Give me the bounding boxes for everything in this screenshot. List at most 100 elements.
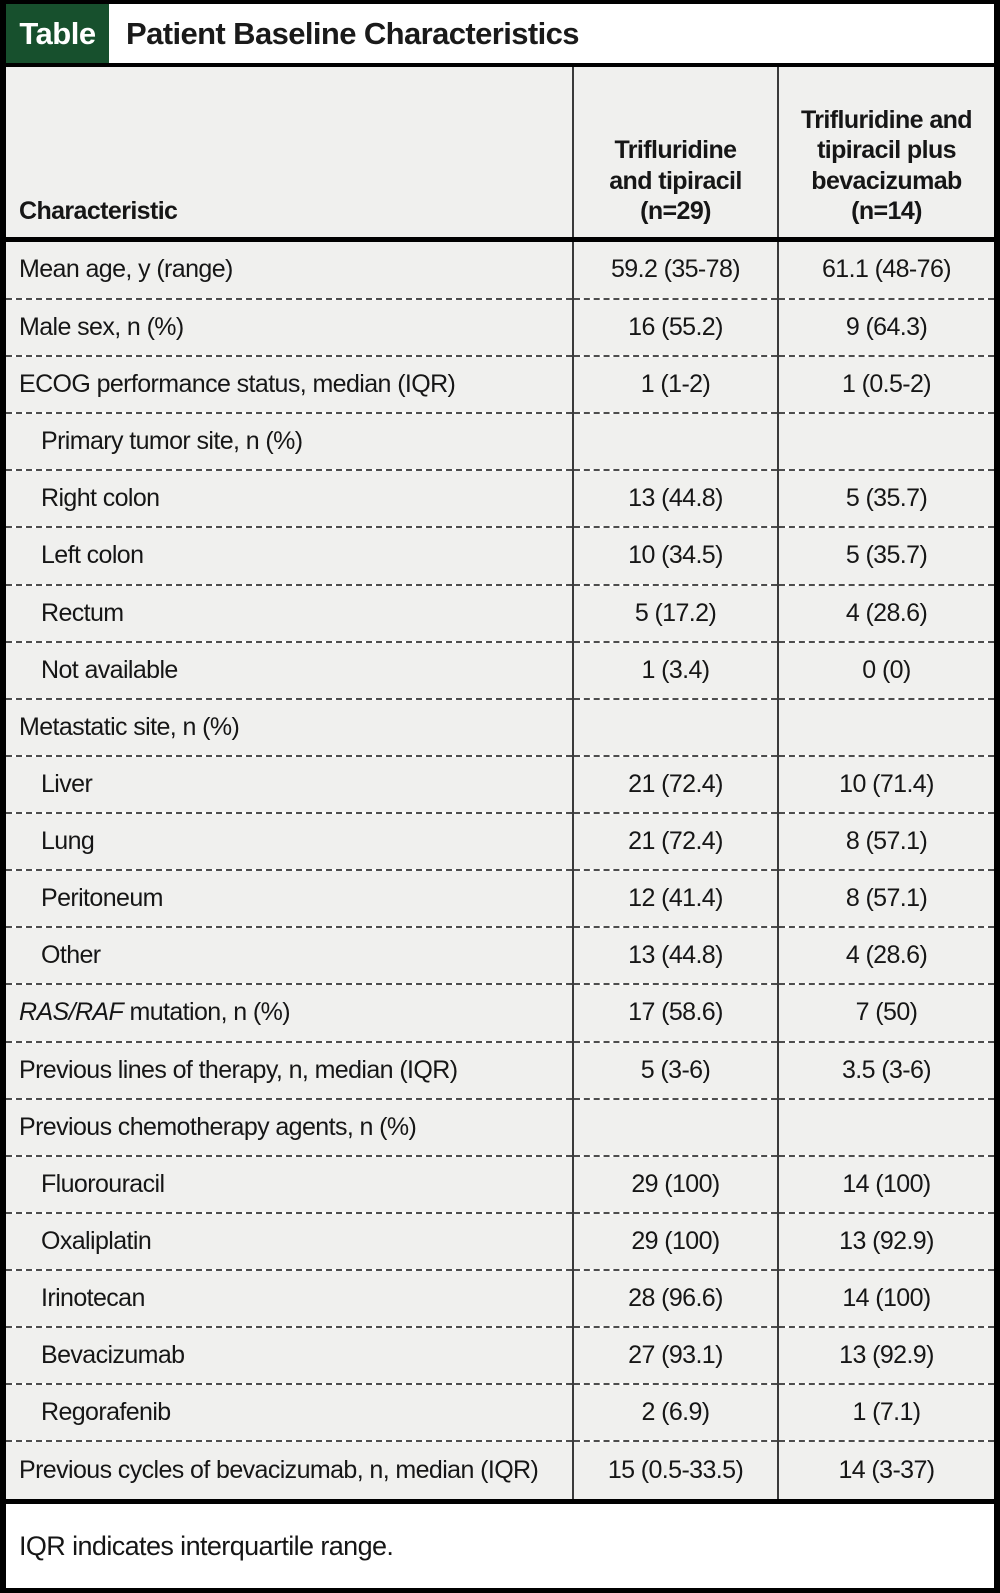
characteristic-cell: Not available (6, 640, 573, 699)
characteristic-cell: Male sex, n (%) (6, 297, 573, 357)
value-cell-arm1: 13 (44.8) (572, 469, 778, 528)
table-body: Mean age, y (range) 59.2 (35-78) 61.1 (48-… (6, 239, 994, 1505)
value-cell-arm1: 13 (44.8) (572, 926, 778, 985)
value-cell-arm1 (572, 697, 778, 756)
table-row: Left colon 10 (34.5) 5 (35.7) (6, 526, 994, 585)
value-cell-arm2: 9 (64.3) (777, 297, 994, 357)
table-row: Male sex, n (%) 16 (55.2) 9 (64.3) (6, 297, 994, 357)
characteristic-cell: Left colon (6, 526, 573, 585)
value-cell-arm2: 1 (7.1) (777, 1383, 994, 1442)
table-row: Mean age, y (range) 59.2 (35-78) 61.1 (48-… (6, 239, 994, 299)
characteristic-cell: Regorafenib (6, 1383, 573, 1442)
table-row: Metastatic site, n (%) (6, 697, 994, 756)
value-cell-arm1: 16 (55.2) (572, 297, 778, 357)
characteristic-cell: Lung (6, 812, 573, 871)
value-cell-arm2 (777, 697, 994, 756)
header-row: Characteristic Trifluridine and tipiraci… (6, 67, 994, 242)
characteristic-cell: Previous lines of therapy, n, median (IQ… (6, 1040, 573, 1099)
value-cell-arm1: 5 (17.2) (572, 583, 778, 642)
table-row: Previous chemotherapy agents, n (%) (6, 1097, 994, 1156)
value-cell-arm1: 12 (41.4) (572, 869, 778, 928)
table-row: Primary tumor site, n (%) (6, 412, 994, 471)
value-cell-arm2: 61.1 (48-76) (777, 239, 994, 299)
table-badge: Table (6, 4, 109, 63)
value-cell-arm2: 8 (57.1) (777, 812, 994, 871)
table-row: RAS/RAF mutation, n (%) 17 (58.6) 7 (50) (6, 983, 994, 1042)
value-cell-arm1: 21 (72.4) (572, 754, 778, 814)
value-cell-arm1: 10 (34.5) (572, 526, 778, 585)
footnote: IQR indicates interquartile range. (6, 1504, 994, 1588)
characteristic-cell: Primary tumor site, n (%) (6, 412, 573, 471)
table-row: Not available 1 (3.4) 0 (0) (6, 640, 994, 699)
table-row: Peritoneum 12 (41.4) 8 (57.1) (6, 869, 994, 928)
characteristic-cell: Fluorouracil (6, 1154, 573, 1213)
characteristic-cell: Irinotecan (6, 1269, 573, 1328)
value-cell-arm2: 14 (3-37) (777, 1440, 994, 1505)
value-cell-arm1 (572, 412, 778, 471)
table-row: Fluorouracil 29 (100) 14 (100) (6, 1154, 994, 1213)
table-row: Rectum 5 (17.2) 4 (28.6) (6, 583, 994, 642)
table-header: Characteristic Trifluridine and tipiraci… (6, 67, 994, 242)
value-cell-arm1: 1 (3.4) (572, 640, 778, 699)
characteristic-cell: Bevacizumab (6, 1326, 573, 1385)
characteristic-cell: Mean age, y (range) (6, 239, 573, 299)
table-row: Irinotecan 28 (96.6) 14 (100) (6, 1269, 994, 1328)
value-cell-arm2: 1 (0.5-2) (777, 355, 994, 414)
table-row: Oxaliplatin 29 (100) 13 (92.9) (6, 1211, 994, 1271)
characteristic-cell: Previous cycles of bevacizumab, n, media… (6, 1440, 573, 1505)
table-row: Previous cycles of bevacizumab, n, media… (6, 1440, 994, 1505)
table-row: Regorafenib 2 (6.9) 1 (7.1) (6, 1383, 994, 1442)
value-cell-arm2: 10 (71.4) (777, 754, 994, 814)
characteristic-cell: Right colon (6, 469, 573, 528)
header-arm2: Trifluridine and tipiracil plus bevacizu… (777, 67, 994, 242)
value-cell-arm1: 29 (100) (572, 1211, 778, 1271)
table-row: Liver 21 (72.4) 10 (71.4) (6, 754, 994, 814)
value-cell-arm1: 59.2 (35-78) (572, 239, 778, 299)
value-cell-arm2: 13 (92.9) (777, 1211, 994, 1271)
header-characteristic: Characteristic (6, 67, 573, 242)
value-cell-arm1: 1 (1-2) (572, 355, 778, 414)
value-cell-arm2: 4 (28.6) (777, 583, 994, 642)
characteristic-cell: Metastatic site, n (%) (6, 697, 573, 756)
characteristic-cell: Peritoneum (6, 869, 573, 928)
table-row: Other 13 (44.8) 4 (28.6) (6, 926, 994, 985)
value-cell-arm1: 27 (93.1) (572, 1326, 778, 1385)
table-row: ECOG performance status, median (IQR) 1 (… (6, 355, 994, 414)
gene-name-italic: RAS/RAF (19, 998, 124, 1027)
value-cell-arm1: 21 (72.4) (572, 812, 778, 871)
characteristic-cell: Liver (6, 754, 573, 814)
title-bar: Table Patient Baseline Characteristics (6, 4, 994, 67)
value-cell-arm2: 3.5 (3-6) (777, 1040, 994, 1099)
value-cell-arm2: 7 (50) (777, 983, 994, 1042)
characteristic-cell: ECOG performance status, median (IQR) (6, 355, 573, 414)
value-cell-arm2: 0 (0) (777, 640, 994, 699)
characteristic-cell: RAS/RAF mutation, n (%) (6, 983, 573, 1042)
characteristic-label: mutation, n (%) (123, 998, 291, 1027)
table-row: Previous lines of therapy, n, median (IQ… (6, 1040, 994, 1099)
value-cell-arm1: 5 (3-6) (572, 1040, 778, 1099)
value-cell-arm2: 4 (28.6) (777, 926, 994, 985)
characteristic-cell: Other (6, 926, 573, 985)
table-row: Bevacizumab 27 (93.1) 13 (92.9) (6, 1326, 994, 1385)
value-cell-arm2: 5 (35.7) (777, 526, 994, 585)
value-cell-arm2 (777, 1097, 994, 1156)
value-cell-arm2: 13 (92.9) (777, 1326, 994, 1385)
value-cell-arm1: 17 (58.6) (572, 983, 778, 1042)
baseline-characteristics-table: Characteristic Trifluridine and tipiraci… (6, 67, 994, 1505)
value-cell-arm1: 28 (96.6) (572, 1269, 778, 1328)
table-row: Lung 21 (72.4) 8 (57.1) (6, 812, 994, 871)
characteristic-cell: Previous chemotherapy agents, n (%) (6, 1097, 573, 1156)
value-cell-arm1 (572, 1097, 778, 1156)
page-title: Patient Baseline Characteristics (126, 15, 580, 51)
value-cell-arm1: 29 (100) (572, 1154, 778, 1213)
table-row: Right colon 13 (44.8) 5 (35.7) (6, 469, 994, 528)
value-cell-arm2: 5 (35.7) (777, 469, 994, 528)
value-cell-arm2: 8 (57.1) (777, 869, 994, 928)
header-arm1: Trifluridine and tipiracil (n=29) (572, 67, 778, 242)
value-cell-arm1: 15 (0.5-33.5) (572, 1440, 778, 1505)
value-cell-arm2 (777, 412, 994, 471)
value-cell-arm1: 2 (6.9) (572, 1383, 778, 1442)
value-cell-arm2: 14 (100) (777, 1269, 994, 1328)
value-cell-arm2: 14 (100) (777, 1154, 994, 1213)
